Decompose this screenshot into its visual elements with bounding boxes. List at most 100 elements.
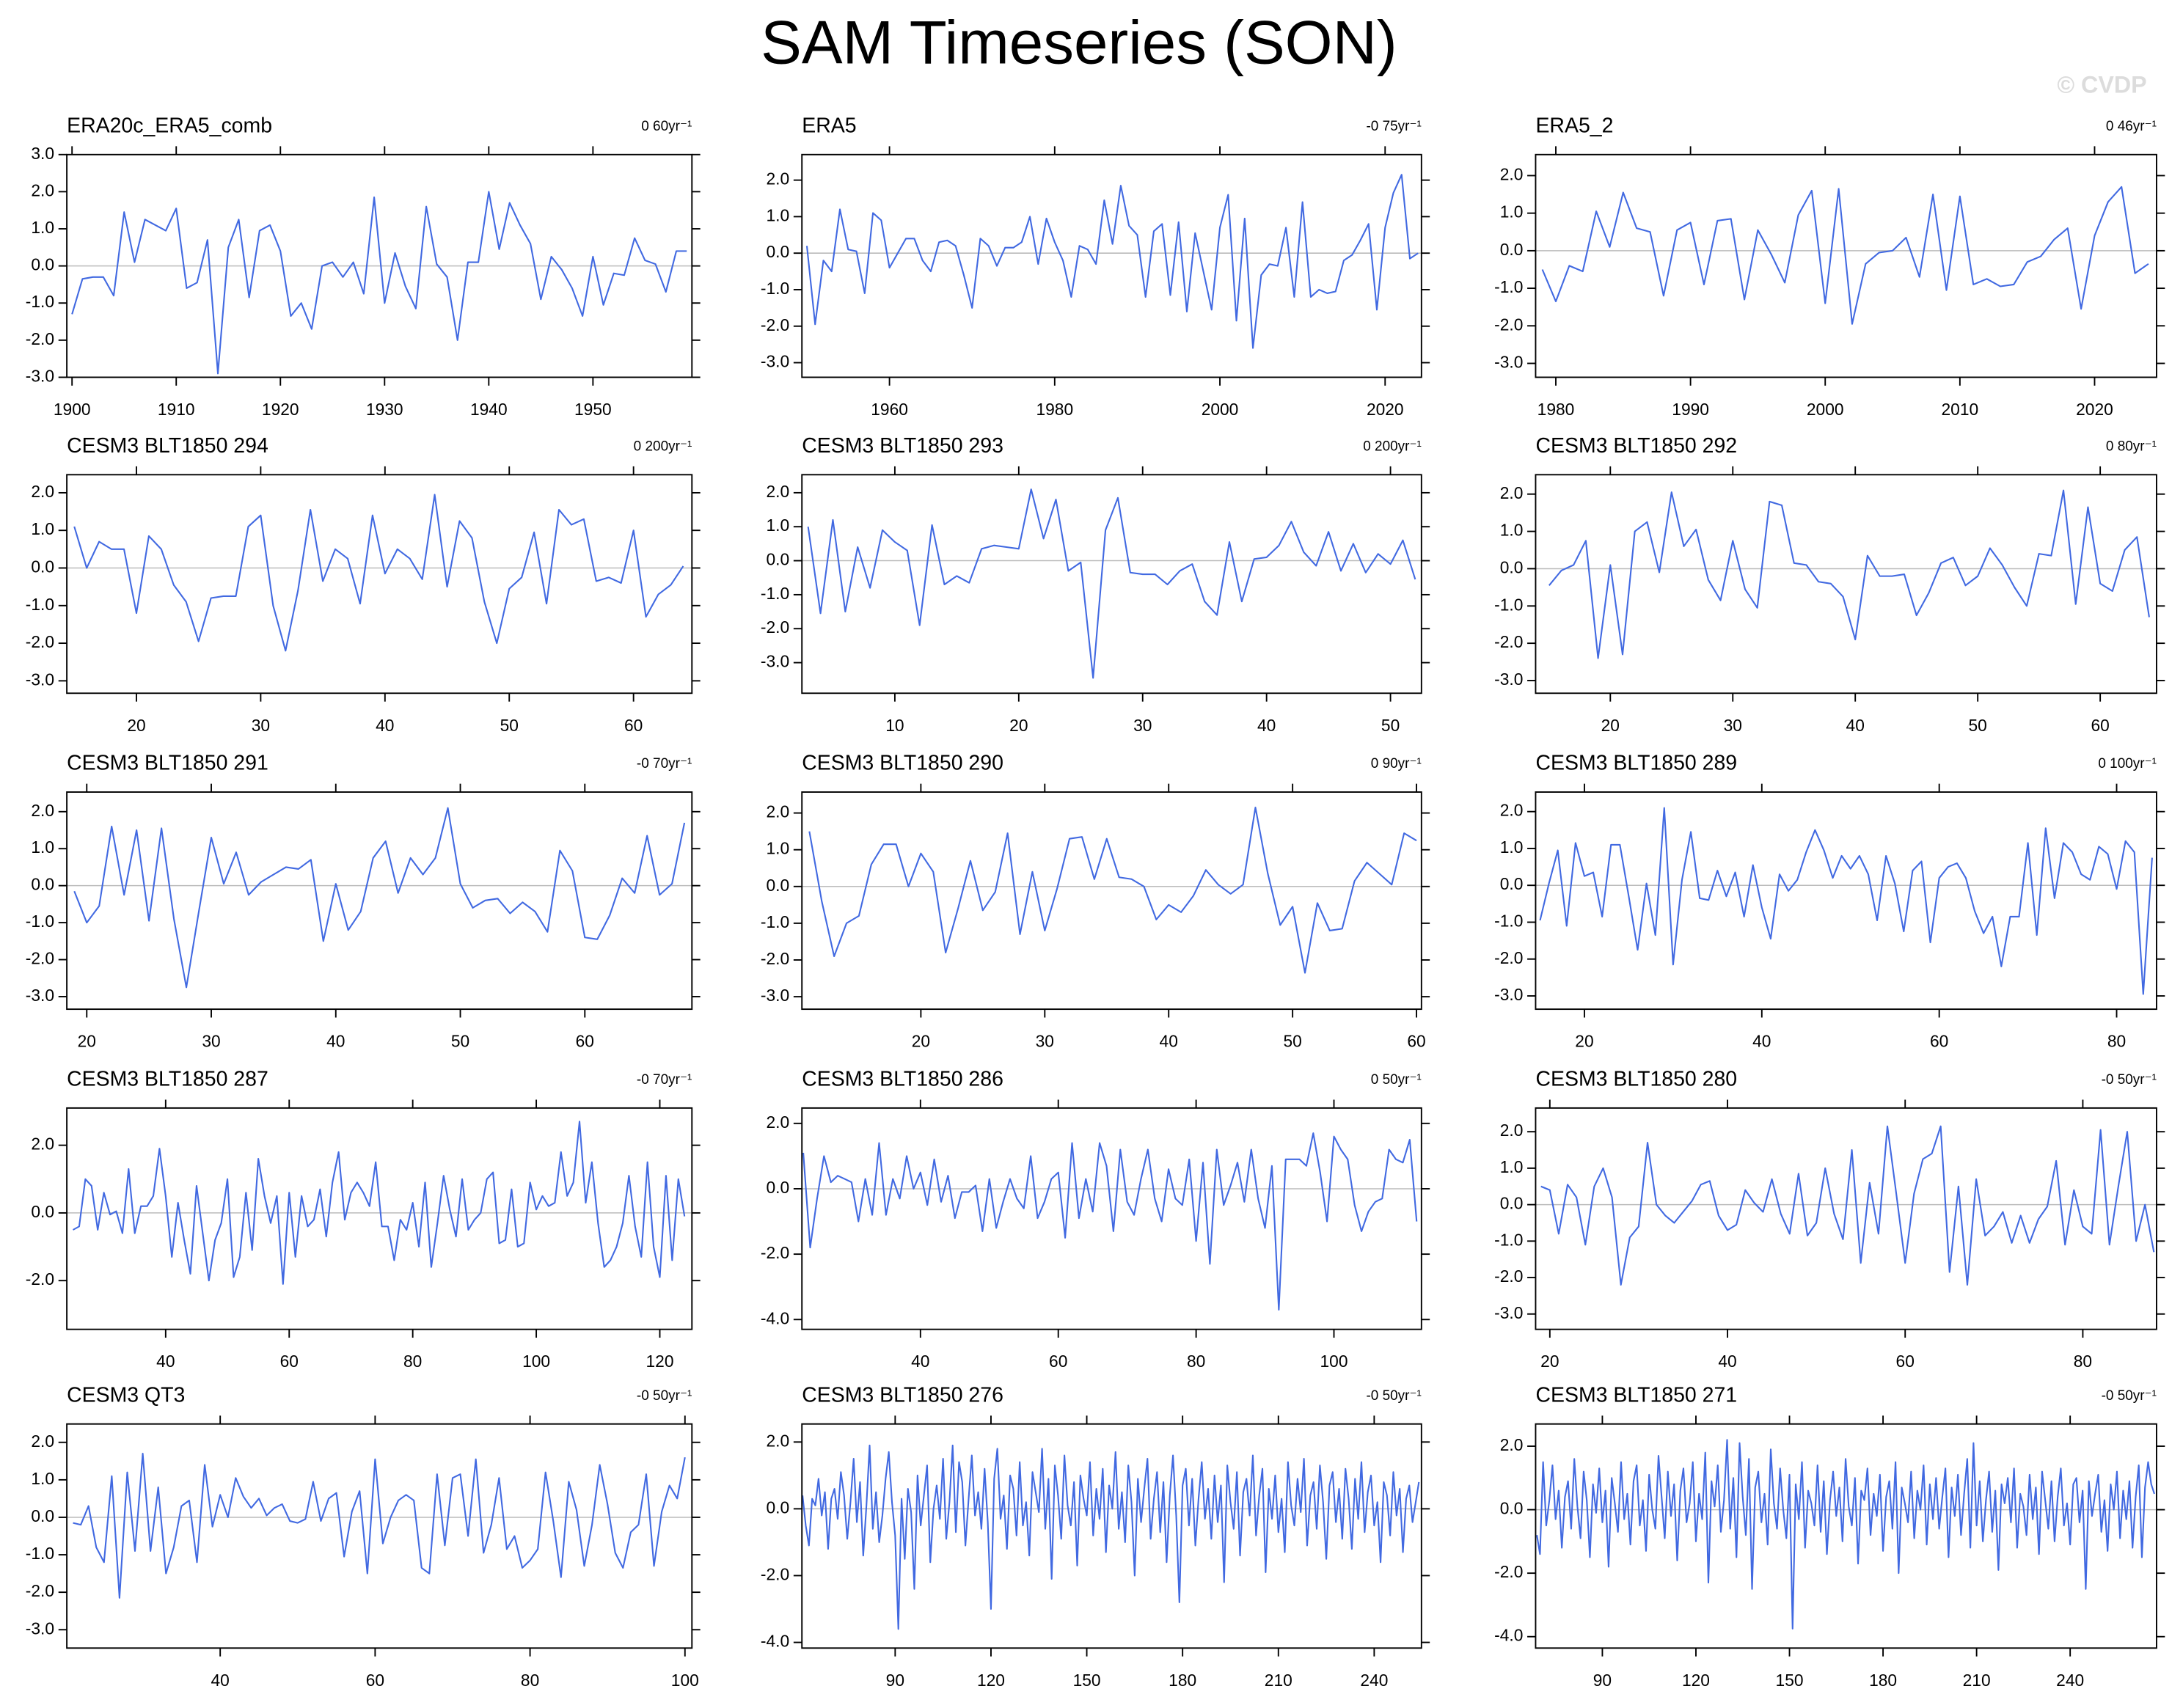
y-tick-label: 0.0 [766,550,789,569]
x-tick-label: 1930 [366,400,403,419]
y-tick-label: 2.0 [31,1135,54,1154]
x-tick-label: 40 [1257,716,1276,735]
y-tick-label: 2.0 [31,801,54,820]
y-tick-label: -3.0 [761,352,789,371]
x-tick-label: 20 [78,1032,96,1051]
series-line [802,1444,1420,1630]
x-tick-label: 20 [1009,716,1028,735]
x-tick-label: 2000 [1202,400,1239,419]
y-tick-label: -2.0 [761,617,789,637]
y-tick-label: 1.0 [766,516,789,535]
x-tick-label: 60 [624,716,643,735]
panel-title: CESM3 BLT1850 276 [802,1383,1003,1407]
x-tick-label: 150 [1073,1671,1101,1690]
y-tick-label: -3.0 [26,366,54,385]
figure-title: SAM Timeseries (SON) [761,8,1397,77]
x-tick-label: 30 [1133,716,1152,735]
series-line [73,1453,686,1599]
x-tick-label: 50 [451,1032,469,1051]
series-line [1536,1439,2155,1630]
panel-title: ERA5 [802,114,856,137]
x-tick-label: 50 [1283,1032,1301,1051]
y-tick-label: -1.0 [1494,912,1523,931]
panel-title: CESM3 QT3 [67,1383,185,1407]
y-tick-label: -4.0 [761,1308,789,1327]
plot-frame [66,791,693,1011]
x-tick-label: 60 [1407,1032,1425,1051]
trend-label: 0 200yr⁻¹ [1363,439,1422,454]
panel-title: CESM3 BLT1850 280 [1535,1067,1737,1091]
y-tick-label: -2.0 [1494,1267,1523,1286]
x-tick-label: 1910 [158,400,195,419]
x-tick-label: 40 [911,1352,929,1371]
y-tick-label: -3.0 [761,986,789,1005]
y-tick-label: 0.0 [31,1506,54,1525]
plot-frame [66,1107,693,1330]
y-tick-label: -3.0 [761,652,789,671]
y-tick-label: 1.0 [1500,202,1524,221]
panel-title: CESM3 BLT1850 271 [1535,1383,1737,1407]
y-tick-label: 2.0 [766,482,789,501]
y-tick-label: 1.0 [31,1469,54,1488]
y-tick-label: 1.0 [31,837,54,857]
x-tick-label: 1990 [1672,400,1709,419]
y-tick-label: -3.0 [26,670,54,689]
y-tick-label: 0.0 [1500,874,1524,893]
y-tick-label: -2.0 [761,1243,789,1262]
x-tick-label: 40 [1752,1032,1771,1051]
plot-frame [1535,474,2157,694]
series-line [1539,807,2153,995]
plot-frame [801,1107,1422,1330]
y-tick-label: 0.0 [1500,240,1524,259]
y-tick-label: 1.0 [1500,1157,1524,1176]
x-tick-label: 90 [1593,1671,1612,1690]
y-tick-label: 2.0 [1500,801,1524,820]
x-tick-label: 80 [2074,1352,2092,1371]
y-tick-label: -3.0 [1494,985,1523,1004]
x-tick-label: 30 [202,1032,220,1051]
y-tick-label: -2.0 [26,1269,54,1289]
x-tick-label: 30 [1036,1032,1054,1051]
y-tick-label: -3.0 [26,986,54,1005]
x-tick-label: 180 [1169,1671,1196,1690]
watermark: © CVDP [2057,71,2146,98]
x-tick-label: 1980 [1036,400,1073,419]
y-tick-label: -2.0 [26,329,54,348]
y-tick-label: 2.0 [766,169,789,188]
y-tick-label: 0.0 [31,875,54,894]
y-tick-label: 0.0 [31,557,54,576]
x-tick-label: 240 [2056,1671,2084,1690]
plot-frame [801,153,1422,378]
series-line [808,807,1417,974]
y-tick-label: 0.0 [766,876,789,895]
y-tick-label: -1.0 [761,912,789,931]
x-tick-label: 210 [1265,1671,1292,1690]
series-line [805,174,1419,349]
x-tick-label: 10 [885,716,904,735]
trend-label: 0 100yr⁻¹ [2098,756,2157,771]
trend-label: 0 60yr⁻¹ [641,119,692,134]
x-tick-label: 60 [2091,716,2109,735]
y-tick-label: -4.0 [1494,1626,1523,1645]
panel-title: CESM3 BLT1850 293 [802,434,1003,458]
y-tick-label: -2.0 [761,949,789,968]
y-tick-label: -2.0 [1494,948,1523,967]
x-tick-label: 40 [376,716,394,735]
x-tick-label: 2010 [1942,400,1979,419]
y-tick-label: -1.0 [26,292,54,311]
x-tick-label: 20 [1575,1032,1593,1051]
x-tick-label: 2020 [2076,400,2113,419]
x-tick-label: 1920 [262,400,299,419]
x-tick-label: 180 [1869,1671,1897,1690]
x-tick-label: 40 [326,1032,345,1051]
plot-frame [1535,1423,2157,1649]
trend-label: -0 50yr⁻¹ [2102,1388,2157,1404]
x-tick-label: 2000 [1807,400,1844,419]
y-tick-label: -1.0 [26,912,54,931]
y-tick-label: 1.0 [766,839,789,858]
y-tick-label: -4.0 [761,1632,789,1651]
y-tick-label: 0.0 [31,1202,54,1221]
plot-frame [801,791,1422,1011]
series-line [1548,489,2150,659]
